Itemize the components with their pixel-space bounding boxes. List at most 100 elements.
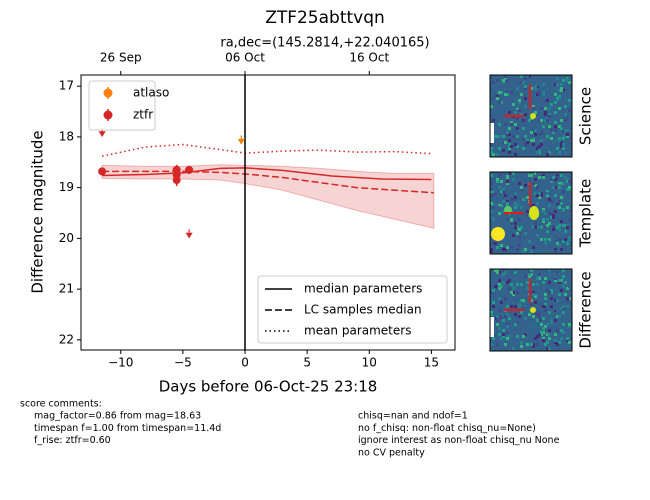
cutout-pixel [558,184,561,187]
cutout-pixel [542,91,545,94]
cutout-pixel [568,77,571,80]
cutout-pixel [512,172,515,175]
cutout-pixel [508,151,511,154]
cutout-pixel [524,105,527,108]
cutout-pixel [538,119,541,122]
cutout-pixel [544,212,547,215]
cutout-pixel [536,319,539,322]
cutout-source [530,307,536,313]
cutout-pixel [500,319,503,322]
cutout-pixel [554,121,557,124]
cutout-pixel [556,200,559,203]
cutout-pixel [512,285,515,288]
cutout-pixel [530,303,533,306]
cutout-pixel [516,196,519,199]
cutout-pixel [540,85,543,88]
cutout-pixel [554,299,557,302]
cutout-pixel [508,287,511,290]
cutout-pixel [514,277,517,280]
cutout-pixel [520,206,523,209]
cutout-pixel [498,279,501,282]
cutout-pixel [520,226,523,229]
cutout-pixel [496,153,499,156]
cutout-pixel [532,315,535,318]
cutout-pixel [530,248,533,251]
cutout-pixel [496,315,499,318]
cutout-pixel [516,107,519,110]
data-point [98,167,107,176]
cutout-pixel [494,242,497,245]
cutout-pixel [516,105,519,108]
cutout-pixel [514,313,517,316]
cutout-pixel [546,192,549,195]
cutout-pixel [510,283,513,286]
cutout-pixel [522,147,525,150]
uncertainty-band [101,164,435,229]
cutout-pixel [490,93,493,96]
cutout-pixel [546,289,549,292]
cutout-pixel [518,315,521,318]
cutout-pixel [502,273,505,276]
cutout-pixel [490,182,493,185]
cutout-pixel [524,186,527,189]
cutout-pixel [528,275,531,278]
cutout-pixel [566,174,569,177]
cutout-pixel [566,131,569,134]
cutout-pixel [568,117,571,120]
model-line [102,170,434,194]
cutout-pixel [500,135,503,138]
cutout-pixel [568,103,571,106]
cutout-pixel [502,329,505,332]
cutout-pixel [526,331,529,334]
cutout-pixel [530,107,533,110]
cutout-pixel [510,291,513,294]
cutout-pixel [544,305,547,308]
cutout-pixel [556,176,559,179]
cutout-pixel [554,307,557,310]
cutout-pixel [522,137,525,140]
cutout-pixel [534,301,537,304]
cutout-pixel [492,97,495,100]
cutout-pixel [538,327,541,330]
cutout-pixel [554,139,557,142]
cutout-pixel [536,93,539,96]
cutout-pixel [564,345,567,348]
cutout-pixel [516,283,519,286]
cutout-pixel [568,236,571,239]
cutout-pixel [494,285,497,288]
cutout-pixel [538,335,541,338]
cutout-pixel [536,202,539,205]
cutout-pixel [490,190,493,193]
cutout-pixel [556,329,559,332]
cutout-pixel [566,287,569,290]
cutout-pixel [522,307,525,310]
cutout-pixel [552,176,555,179]
cutout-pixel [558,95,561,98]
cutout-pixel [550,319,553,322]
cutout-pixel [558,224,561,227]
cutout-pixel [494,95,497,98]
cutout-pixel [562,240,565,243]
cutout-pixel [512,224,515,227]
cutout-pixel [492,204,495,207]
cutout-pixel [508,127,511,130]
cutout-pixel [492,194,495,197]
cutout-pixel [544,293,547,296]
cutout-pixel [532,129,535,132]
cutout-frame [489,171,573,255]
cutout-pixel [490,147,493,150]
cutout-pixel [500,244,503,247]
cutout-pixel [562,230,565,233]
cutout-pixel [516,321,519,324]
cutout-pixel [548,291,551,294]
cutout-pixel [558,214,561,217]
cutout-pixel [544,119,547,122]
cutout-pixel [506,174,509,177]
cutout-pixel [524,85,527,88]
cutout-pixel [536,226,539,229]
cutout-pixel [490,143,493,146]
cutout-pixel [560,196,563,199]
cutout-pixel [554,127,557,130]
cutout-pixel [502,135,505,138]
x-tick-label: −10 [108,356,133,370]
